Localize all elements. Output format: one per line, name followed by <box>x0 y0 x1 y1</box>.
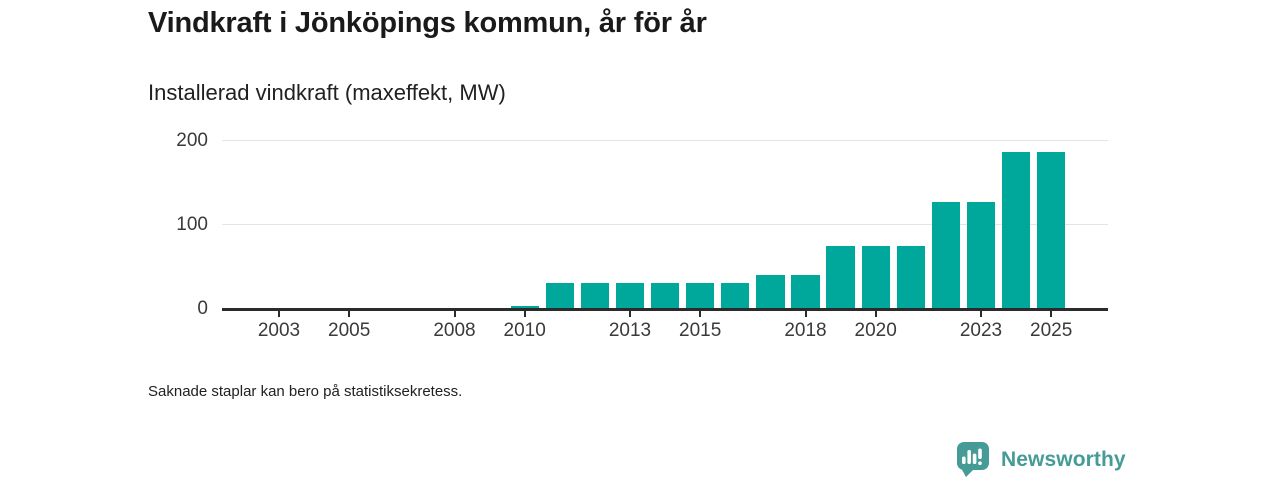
x-axis-label-2010: 2010 <box>503 320 546 341</box>
x-axis-label-2023: 2023 <box>959 320 1003 341</box>
bar-2017[interactable] <box>756 275 785 309</box>
x-axis-tick-2010 <box>523 310 526 317</box>
bar-2025[interactable] <box>1037 152 1066 309</box>
bar-2016[interactable] <box>721 282 750 309</box>
x-axis-label-2013: 2013 <box>608 320 652 341</box>
x-axis-tick-2003 <box>278 310 280 317</box>
bar-2010[interactable] <box>510 305 539 309</box>
chart-title: Vindkraft i Jönköpings kommun, år för år <box>148 7 707 39</box>
x-axis-label-2015: 2015 <box>679 320 722 341</box>
x-axis-tick-2015 <box>699 310 702 317</box>
chart-subtitle: Installerad vindkraft (maxeffekt, MW) <box>148 80 506 105</box>
x-axis-label-2008: 2008 <box>433 320 476 341</box>
x-axis-label-2003: 2003 <box>257 320 301 341</box>
x-axis-label-2025: 2025 <box>1030 320 1073 341</box>
bar-2015[interactable] <box>686 282 715 309</box>
bar-2013[interactable] <box>615 282 645 309</box>
bar-2021[interactable] <box>896 245 925 309</box>
x-axis-tick-2018 <box>804 310 807 317</box>
footnote: Saknade staplar kan bero på statistiksek… <box>148 383 463 400</box>
x-axis-tick-2023 <box>980 310 982 317</box>
x-axis-label-2018: 2018 <box>784 320 827 341</box>
x-axis-line <box>222 307 1108 311</box>
newsworthy-logo[interactable]: Newsworthy <box>956 441 1126 478</box>
x-axis-tick-2013 <box>629 310 631 317</box>
brand-name: Newsworthy <box>1001 447 1126 471</box>
bar-chart-plot-area: 0 100 200 2003 2005 2008 2010 2013 2015 2018 2020 2… <box>176 130 1108 341</box>
gridline-100 <box>222 224 1108 226</box>
bar-2014[interactable] <box>650 282 680 309</box>
x-axis-tick-2020 <box>874 310 877 317</box>
bar-2023[interactable] <box>966 202 996 309</box>
bar-2019[interactable] <box>826 245 855 309</box>
bar-2018[interactable] <box>791 275 820 309</box>
speech-bubble-bar-chart-icon <box>957 442 989 477</box>
x-axis-tick-2025 <box>1050 310 1053 317</box>
bar-2020[interactable] <box>861 245 890 309</box>
gridline-200 <box>222 140 1108 142</box>
bar-2024[interactable] <box>1001 152 1031 309</box>
bar-2011[interactable] <box>545 282 574 309</box>
x-axis-label-2020: 2020 <box>854 320 897 341</box>
y-axis-label-0: 0 <box>197 298 208 319</box>
bar-2012[interactable] <box>580 282 610 309</box>
bar-2022[interactable] <box>931 202 961 309</box>
x-axis-tick-2008 <box>453 310 456 317</box>
y-axis-label-100: 100 <box>176 213 208 235</box>
x-axis-label-2005: 2005 <box>328 320 371 341</box>
x-axis-tick-2005 <box>348 310 351 317</box>
y-axis-label-200: 200 <box>176 129 208 151</box>
